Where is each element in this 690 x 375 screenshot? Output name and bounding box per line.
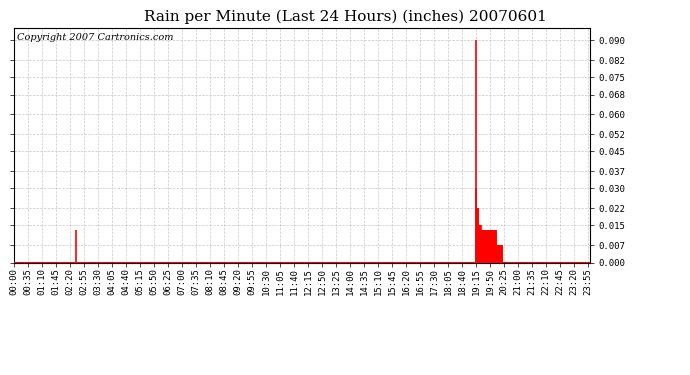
Text: Rain per Minute (Last 24 Hours) (inches) 20070601: Rain per Minute (Last 24 Hours) (inches)… [144, 9, 546, 24]
Text: Copyright 2007 Cartronics.com: Copyright 2007 Cartronics.com [17, 33, 173, 42]
